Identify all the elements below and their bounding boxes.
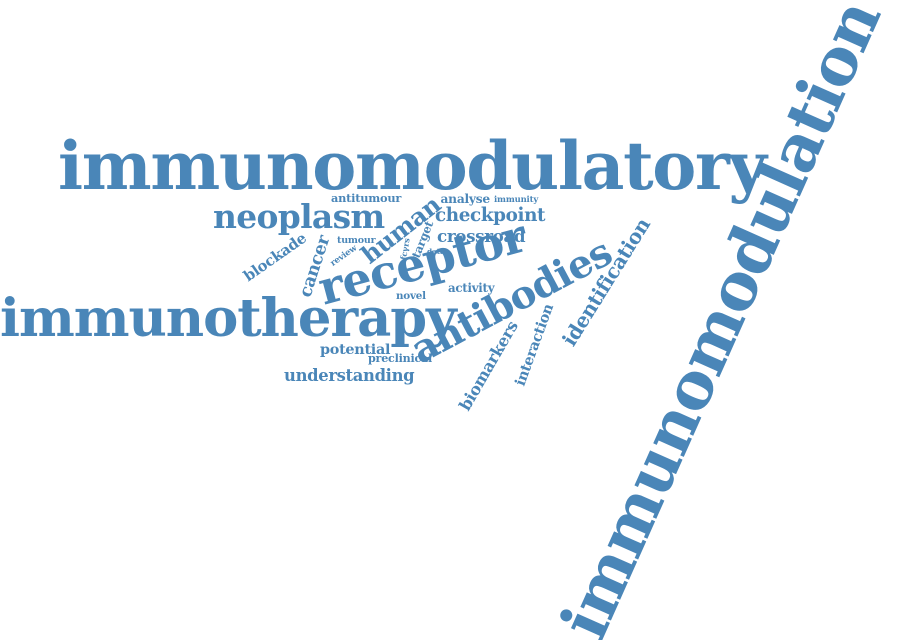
word-data: data xyxy=(427,248,445,255)
word-preclinical: preclinical xyxy=(368,353,432,364)
word-analyse: analyse xyxy=(441,193,490,205)
word-novel: novel xyxy=(396,291,426,301)
word-immunotherapy: immunotherapy xyxy=(0,292,456,345)
word-checkpoint: checkpoint xyxy=(435,207,545,225)
word-tumour: tumour xyxy=(337,236,375,246)
word-understanding: understanding xyxy=(284,368,414,384)
word-immunomodulatory: immunomodulatory xyxy=(58,133,766,199)
word-immunity: immunity xyxy=(494,195,538,203)
word-crossroad: crossroad xyxy=(437,228,525,245)
word-blockade: blockade xyxy=(241,230,309,284)
word-antitumour: antitumour xyxy=(331,193,401,204)
word-activity: activity xyxy=(448,283,494,295)
word-immunomodulation: immunomodulation xyxy=(552,0,891,640)
